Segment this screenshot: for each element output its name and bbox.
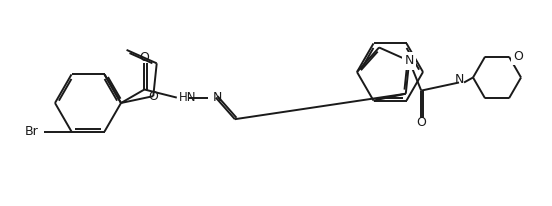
Text: O: O — [148, 90, 158, 103]
Text: N: N — [405, 54, 414, 67]
Text: HN: HN — [179, 91, 197, 104]
Text: N: N — [213, 91, 222, 104]
Text: Br: Br — [25, 125, 39, 138]
Text: O: O — [140, 51, 150, 64]
Text: O: O — [513, 50, 523, 63]
Text: O: O — [416, 116, 426, 129]
Text: N: N — [454, 73, 464, 86]
